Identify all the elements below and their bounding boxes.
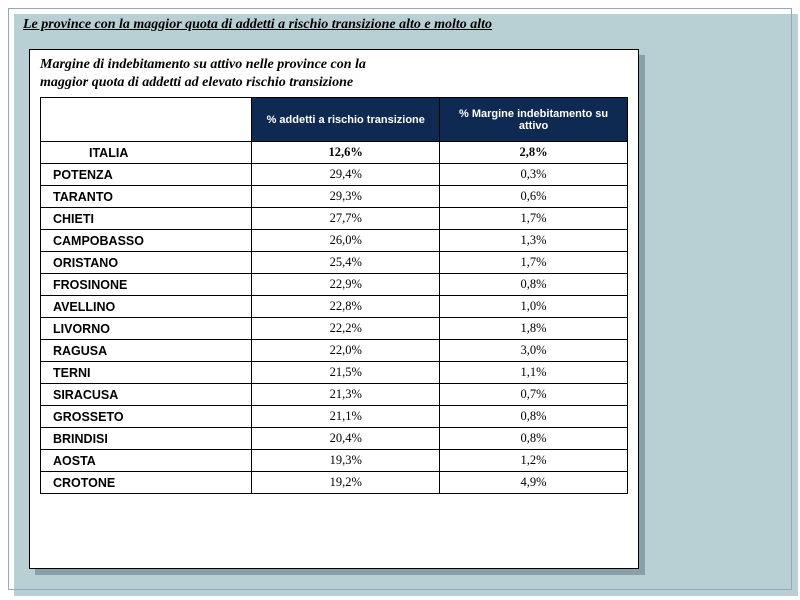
table-row: ITALIA12,6%2,8% [41,142,628,164]
table-row: CROTONE19,2%4,9% [41,472,628,494]
value-cell-addetti: 29,4% [252,164,440,186]
province-cell: SIRACUSA [41,384,252,406]
panel-title-line2: maggior quota di addetti ad elevato risc… [40,75,353,90]
value-cell-margine: 1,0% [440,296,628,318]
table-row: RAGUSA22,0%3,0% [41,340,628,362]
value-cell-margine: 0,8% [440,406,628,428]
value-cell-margine: 1,2% [440,450,628,472]
table-row: ORISTANO25,4%1,7% [41,252,628,274]
main-title: Le province con la maggior quota di adde… [23,17,777,33]
panel-title-line1: Margine di indebitamento su attivo nelle… [40,57,366,72]
table-row: SIRACUSA21,3%0,7% [41,384,628,406]
value-cell-addetti: 22,8% [252,296,440,318]
value-cell-addetti: 29,3% [252,186,440,208]
col-header-addetti: % addetti a rischio transizione [252,98,440,142]
value-cell-addetti: 22,9% [252,274,440,296]
value-cell-margine: 0,6% [440,186,628,208]
province-cell: AOSTA [41,450,252,472]
value-cell-addetti: 19,2% [252,472,440,494]
province-cell: AVELLINO [41,296,252,318]
table-row: FROSINONE22,9%0,8% [41,274,628,296]
province-cell: TARANTO [41,186,252,208]
value-cell-margine: 0,8% [440,274,628,296]
value-cell-margine: 2,8% [440,142,628,164]
table-row: CHIETI27,7%1,7% [41,208,628,230]
province-cell: CAMPOBASSO [41,230,252,252]
data-table: % addetti a rischio transizione % Margin… [40,97,628,494]
province-cell: ORISTANO [41,252,252,274]
value-cell-addetti: 22,2% [252,318,440,340]
value-cell-addetti: 25,4% [252,252,440,274]
value-cell-addetti: 22,0% [252,340,440,362]
value-cell-addetti: 21,3% [252,384,440,406]
province-cell: TERNI [41,362,252,384]
value-cell-addetti: 19,3% [252,450,440,472]
table-row: TARANTO29,3%0,6% [41,186,628,208]
table-row: BRINDISI20,4%0,8% [41,428,628,450]
table-row: TERNI21,5%1,1% [41,362,628,384]
table-row: POTENZA29,4%0,3% [41,164,628,186]
inner-content: Le province con la maggior quota di adde… [9,9,791,45]
value-cell-addetti: 20,4% [252,428,440,450]
col-header-margine: % Margine indebitamento su attivo [440,98,628,142]
value-cell-margine: 0,3% [440,164,628,186]
table-row: AVELLINO22,8%1,0% [41,296,628,318]
table-panel: Margine di indebitamento su attivo nelle… [29,49,639,569]
value-cell-margine: 3,0% [440,340,628,362]
value-cell-margine: 1,1% [440,362,628,384]
province-cell: RAGUSA [41,340,252,362]
table-row: GROSSETO21,1%0,8% [41,406,628,428]
value-cell-margine: 0,7% [440,384,628,406]
col-header-province [41,98,252,142]
value-cell-addetti: 12,6% [252,142,440,164]
table-row: CAMPOBASSO26,0%1,3% [41,230,628,252]
table-row: AOSTA19,3%1,2% [41,450,628,472]
province-cell: FROSINONE [41,274,252,296]
value-cell-addetti: 21,1% [252,406,440,428]
value-cell-margine: 4,9% [440,472,628,494]
value-cell-margine: 1,3% [440,230,628,252]
province-cell: LIVORNO [41,318,252,340]
province-cell: CROTONE [41,472,252,494]
province-cell: BRINDISI [41,428,252,450]
table-header-row: % addetti a rischio transizione % Margin… [41,98,628,142]
value-cell-addetti: 21,5% [252,362,440,384]
panel-title: Margine di indebitamento su attivo nelle… [40,56,628,91]
value-cell-addetti: 27,7% [252,208,440,230]
province-cell: CHIETI [41,208,252,230]
value-cell-margine: 1,7% [440,252,628,274]
province-cell: POTENZA [41,164,252,186]
table-row: LIVORNO22,2%1,8% [41,318,628,340]
value-cell-margine: 0,8% [440,428,628,450]
value-cell-margine: 1,8% [440,318,628,340]
table-body: ITALIA12,6%2,8%POTENZA29,4%0,3%TARANTO29… [41,142,628,494]
outer-frame: Le province con la maggior quota di adde… [8,8,792,590]
value-cell-addetti: 26,0% [252,230,440,252]
province-cell: GROSSETO [41,406,252,428]
value-cell-margine: 1,7% [440,208,628,230]
province-cell: ITALIA [41,142,252,164]
